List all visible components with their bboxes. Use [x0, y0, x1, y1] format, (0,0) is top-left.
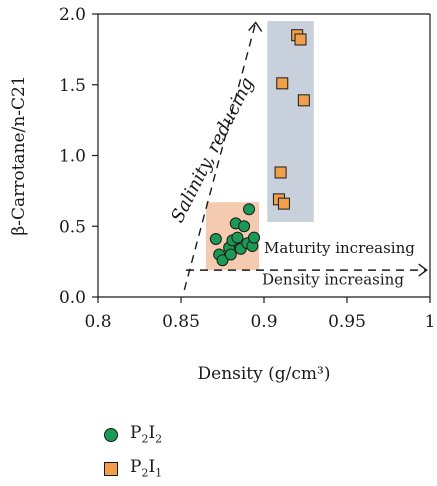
x-tick-label: 0.8	[84, 312, 111, 332]
legend-item-p2i2: P2I2	[104, 418, 162, 452]
data-point-p2i1	[294, 33, 307, 46]
legend-square-marker	[104, 462, 118, 476]
y-tick-label: 2.0	[59, 5, 86, 25]
y-axis-title: β-Carrotane/n-C21	[9, 75, 29, 235]
data-point-p2i2	[248, 231, 261, 244]
data-point-p2i2	[231, 231, 244, 244]
legend-item-p2i1: P2I1	[104, 452, 162, 486]
data-point-p2i1	[277, 197, 290, 210]
annotation-density-increasing: Density increasing	[262, 270, 404, 288]
legend-label-p2i2: P2I2	[130, 423, 163, 446]
annotation-maturity-increasing: Maturity increasing	[264, 239, 415, 257]
data-point-p2i2	[238, 220, 251, 233]
legend: P2I2 P2I1	[104, 418, 162, 486]
data-point-p2i2	[224, 248, 237, 261]
data-points	[209, 29, 310, 267]
x-tick-label: 0.95	[328, 312, 366, 332]
salinity-arrow-head	[248, 21, 263, 32]
y-tick-label: 0.0	[59, 288, 86, 308]
data-point-p2i2	[209, 232, 222, 245]
highlight-region-2	[267, 21, 314, 223]
data-point-p2i1	[276, 77, 289, 90]
data-point-p2i1	[274, 166, 287, 179]
trend-lines	[183, 21, 428, 291]
density-arrow-head	[418, 263, 428, 277]
x-tick-label: 1	[425, 312, 436, 332]
x-tick-label: 0.85	[162, 312, 200, 332]
legend-circle-marker	[104, 428, 118, 442]
y-tick-label: 1.5	[59, 76, 86, 96]
y-tick-label: 0.5	[59, 217, 86, 237]
x-axis-title: Density (g/cm³)	[198, 364, 331, 384]
legend-label-p2i1: P2I1	[130, 457, 163, 480]
salinity-trend-line	[183, 22, 257, 291]
tick-marks	[92, 13, 431, 303]
data-point-p2i1	[297, 94, 310, 107]
y-tick-label: 1.0	[59, 147, 86, 167]
x-tick-label: 0.9	[250, 312, 277, 332]
data-point-p2i2	[216, 254, 229, 267]
data-point-p2i2	[243, 203, 256, 216]
